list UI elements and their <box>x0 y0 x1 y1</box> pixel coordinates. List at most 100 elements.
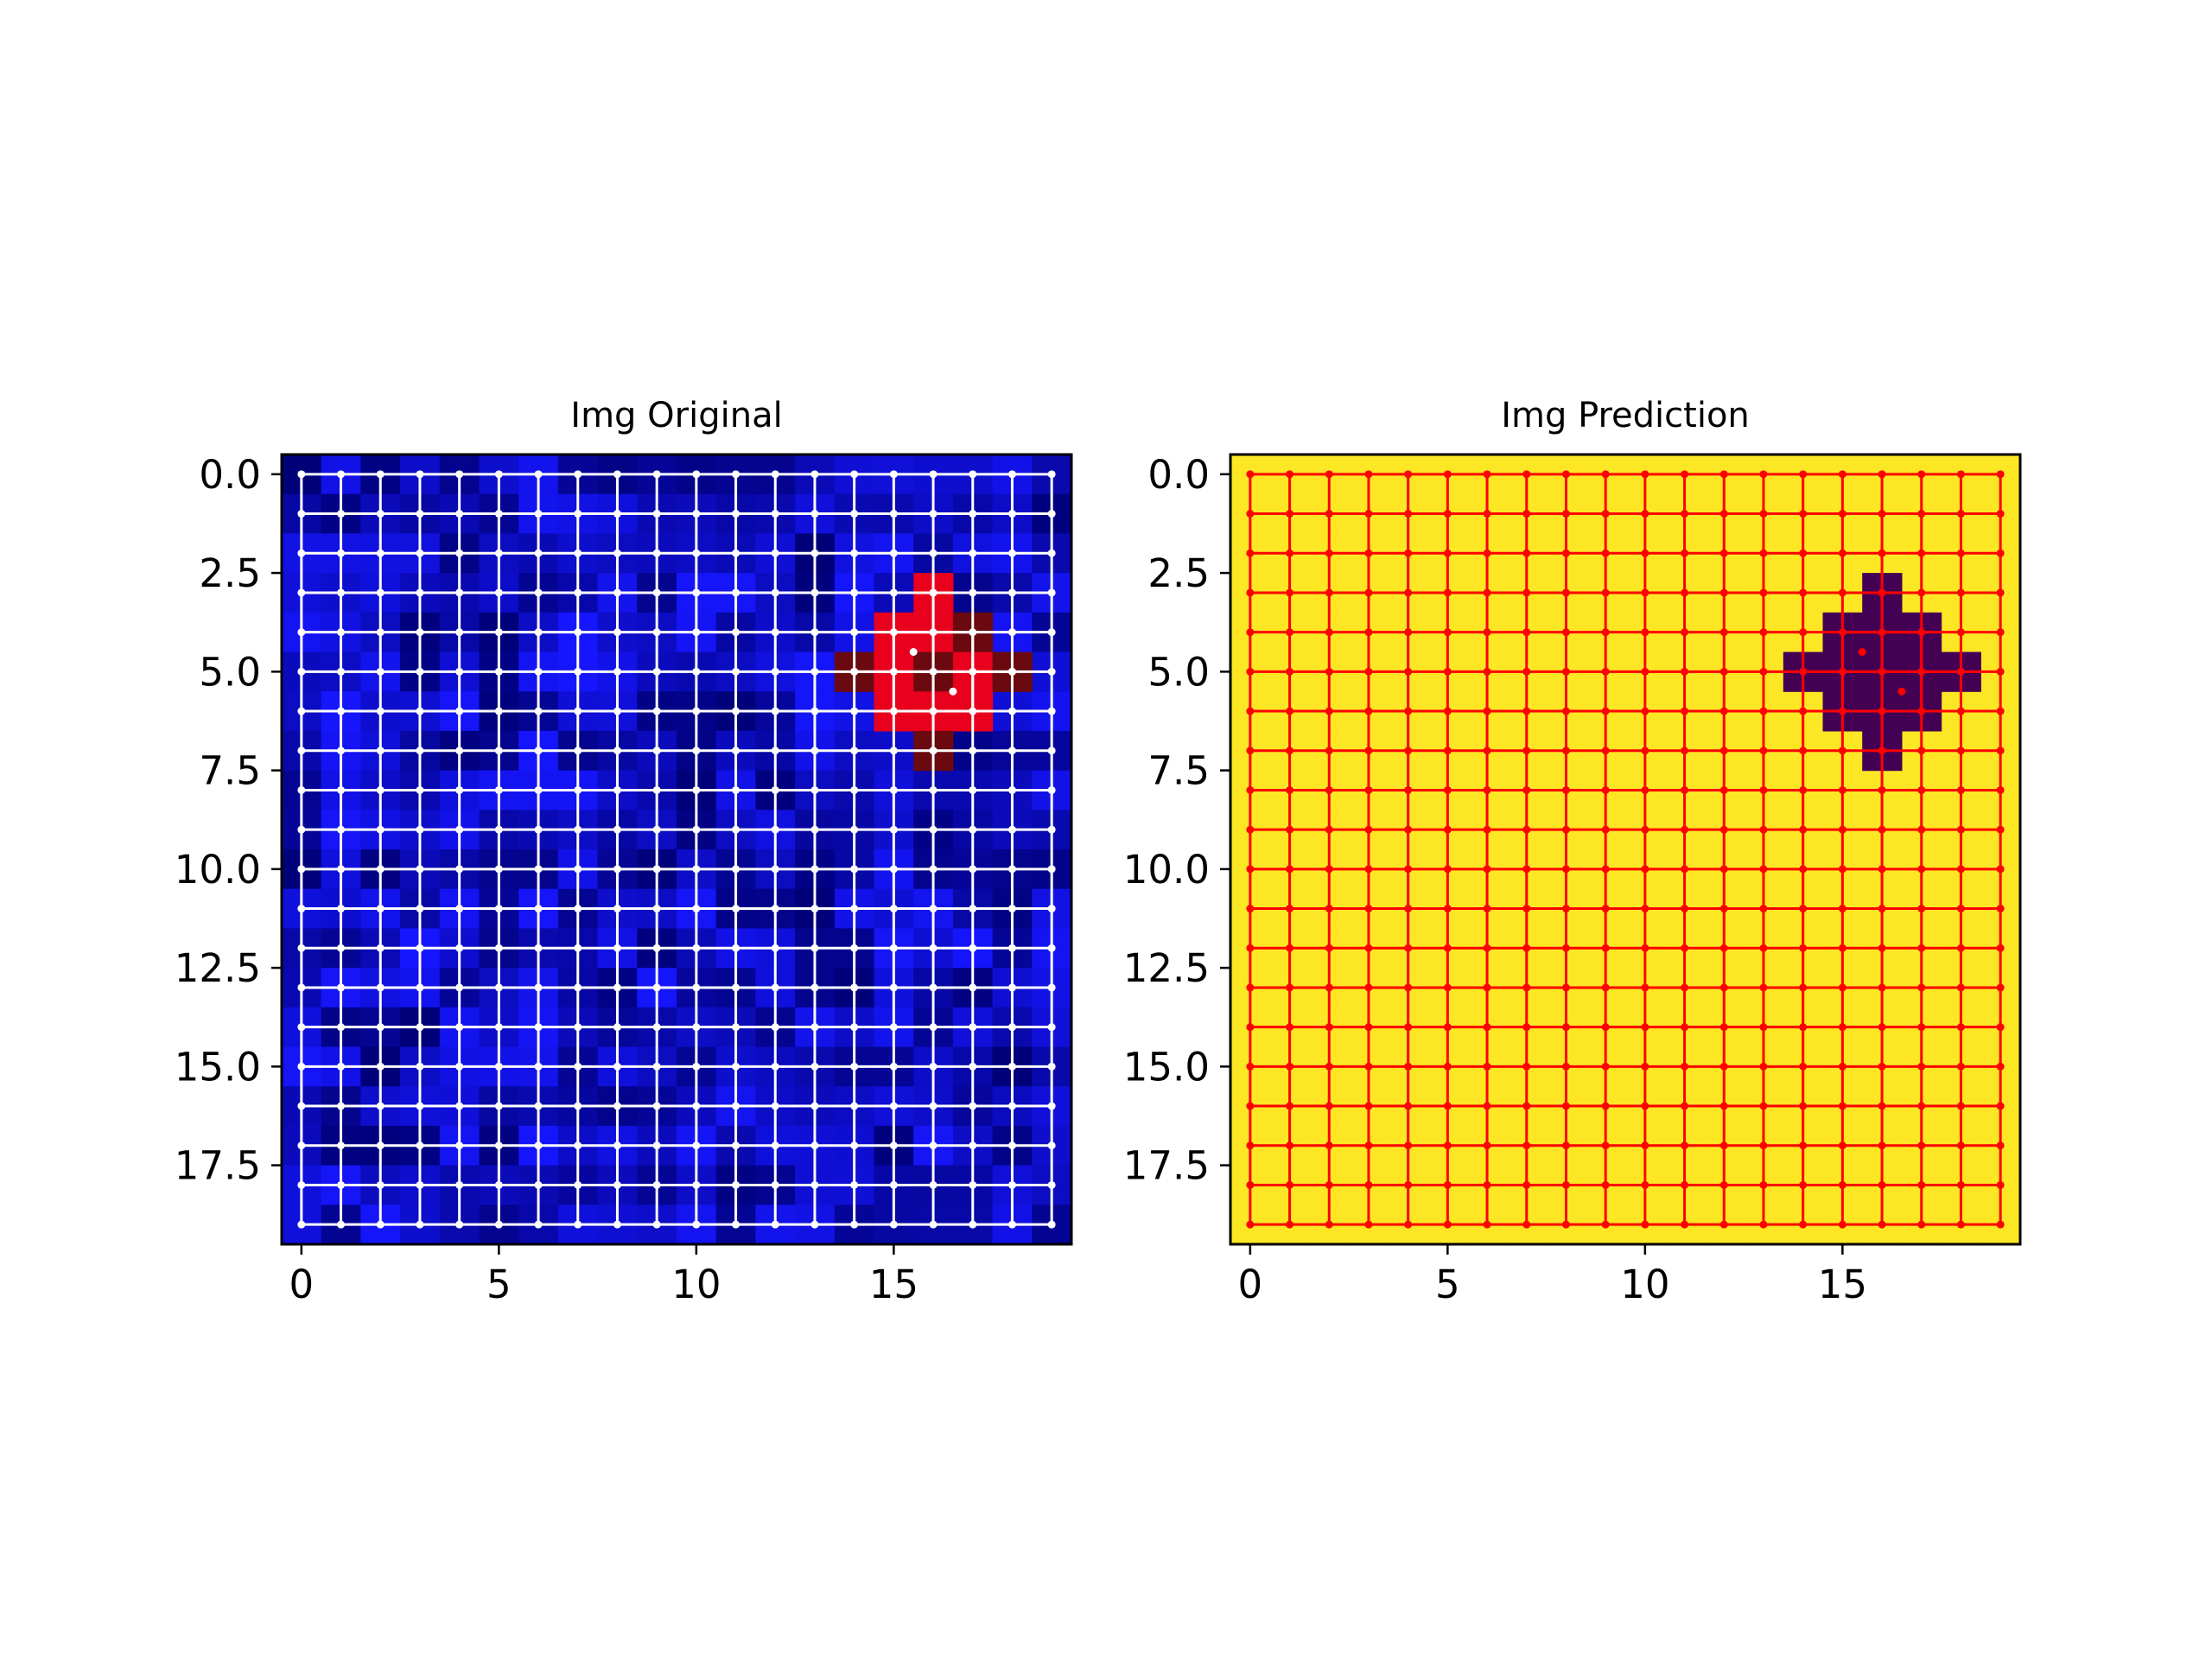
graph-node <box>969 628 977 637</box>
y-tick-label: 2.5 <box>199 550 261 596</box>
graph-node <box>455 667 464 676</box>
graph-node <box>1601 747 1610 755</box>
graph-node <box>929 905 938 913</box>
graph-node <box>1561 707 1570 715</box>
graph-node <box>1007 470 1016 479</box>
graph-node <box>810 549 819 557</box>
graph-node <box>1917 470 1926 479</box>
graph-node <box>850 825 859 834</box>
graph-node <box>1681 549 1689 557</box>
graph-node <box>1838 747 1847 755</box>
graph-node <box>1719 1102 1728 1110</box>
graph-node <box>1047 470 1056 479</box>
graph-node <box>1996 785 2005 794</box>
graph-node <box>1483 707 1491 715</box>
graph-node <box>1047 983 1056 992</box>
graph-node <box>1759 707 1768 715</box>
graph-node <box>1007 1102 1016 1110</box>
graph-node <box>613 470 621 479</box>
graph-node <box>771 1023 779 1032</box>
graph-node <box>1838 667 1847 676</box>
graph-node <box>337 470 346 479</box>
graph-node <box>494 785 503 794</box>
graph-node <box>949 687 957 696</box>
graph-node <box>1681 747 1689 755</box>
graph-node <box>1956 470 1965 479</box>
graph-node <box>534 905 543 913</box>
graph-node <box>692 944 701 952</box>
graph-node <box>771 588 779 597</box>
graph-node <box>1007 667 1016 676</box>
graph-node <box>850 785 859 794</box>
graph-node <box>889 785 898 794</box>
y-tick-label: 15.0 <box>175 1044 261 1090</box>
graph-node <box>376 628 385 637</box>
graph-node <box>1641 510 1649 518</box>
graph-node <box>574 747 582 755</box>
graph-node <box>416 905 424 913</box>
graph-node <box>1878 785 1886 794</box>
axes-frame <box>1229 453 2022 1246</box>
graph-node <box>1483 1102 1491 1110</box>
graph-node <box>771 865 779 874</box>
graph-node <box>376 1023 385 1032</box>
graph-node <box>1246 707 1255 715</box>
graph-node <box>1719 707 1728 715</box>
graph-node <box>494 905 503 913</box>
graph-node <box>534 825 543 834</box>
graph-node <box>771 667 779 676</box>
graph-node <box>692 628 701 637</box>
graph-node <box>692 825 701 834</box>
graph-node <box>1561 510 1570 518</box>
graph-node <box>376 1102 385 1110</box>
graph-node <box>1641 1102 1649 1110</box>
graph-node <box>1878 825 1886 834</box>
graph-node <box>613 628 621 637</box>
graph-node <box>1404 785 1413 794</box>
graph-node <box>1007 549 1016 557</box>
graph-node <box>337 707 346 715</box>
graph-node <box>652 825 661 834</box>
graph-node <box>1799 944 1808 952</box>
graph-node <box>1325 825 1333 834</box>
graph-node <box>1759 667 1768 676</box>
graph-node <box>1917 865 1926 874</box>
graph-node <box>692 1102 701 1110</box>
graph-node <box>1681 707 1689 715</box>
graph-node <box>1719 510 1728 518</box>
graph-node <box>1917 549 1926 557</box>
graph-node <box>1641 825 1649 834</box>
graph-node <box>1917 944 1926 952</box>
graph-node <box>929 1062 938 1071</box>
graph-node <box>929 747 938 755</box>
graph-node <box>494 470 503 479</box>
graph-node <box>1483 588 1491 597</box>
y-tick-label: 17.5 <box>1123 1143 1210 1189</box>
graph-node <box>1878 1023 1886 1032</box>
graph-node <box>1956 628 1965 637</box>
graph-node <box>416 588 424 597</box>
graph-node <box>1483 1141 1491 1150</box>
graph-node <box>929 588 938 597</box>
graph-node <box>732 470 741 479</box>
graph-node <box>1286 628 1294 637</box>
graph-node <box>534 510 543 518</box>
graph-node <box>494 825 503 834</box>
graph-node <box>1996 825 2005 834</box>
graph-node <box>1799 549 1808 557</box>
graph-node <box>297 667 306 676</box>
graph-node <box>1799 1102 1808 1110</box>
graph-node <box>652 588 661 597</box>
graph-node <box>692 1023 701 1032</box>
graph-node <box>1246 1023 1255 1032</box>
graph-node <box>1007 588 1016 597</box>
graph-node <box>416 667 424 676</box>
graph-node <box>929 944 938 952</box>
graph-node <box>1443 1141 1452 1150</box>
graph-node <box>1404 1220 1413 1229</box>
graph-node <box>376 983 385 992</box>
graph-node <box>652 1220 661 1229</box>
graph-node <box>1364 944 1373 952</box>
graph-node <box>929 865 938 874</box>
graph-node <box>1956 825 1965 834</box>
